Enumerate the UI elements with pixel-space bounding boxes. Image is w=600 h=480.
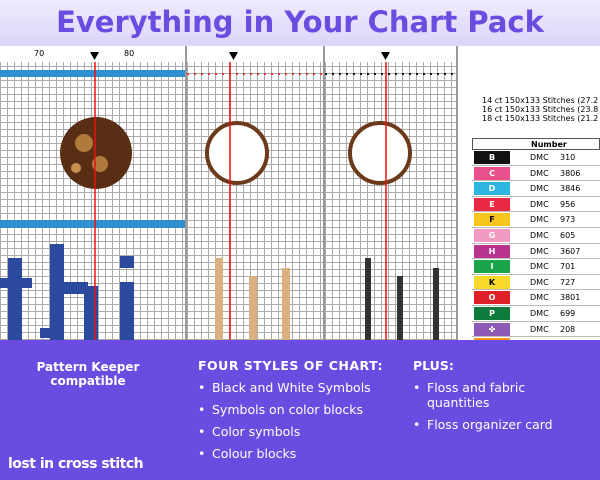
swatch: F [474, 213, 510, 227]
floss-row: B DMC 310 [472, 150, 600, 166]
stitch-counts: 14 ct 150x133 Stitches (27.2 x 16 ct 150x… [482, 96, 600, 123]
plus-heading: PLUS: [413, 358, 454, 373]
style-item: Color symbols [198, 424, 398, 439]
brand: DMC [530, 153, 549, 162]
brand: DMC [530, 230, 549, 240]
swatch: D [474, 182, 510, 196]
logo: lost in cross stitch [8, 456, 144, 472]
floss-row: H DMC 3607 [472, 244, 600, 260]
symbol: O [488, 293, 496, 303]
feature-panel: Pattern Keeper compatible FOUR STYLES OF… [0, 340, 600, 480]
symbol: H [488, 246, 496, 256]
header-band [0, 0, 600, 46]
symbol: E [489, 199, 495, 209]
style-item: Black and White Symbols [198, 380, 398, 395]
table-header: Number [472, 138, 600, 150]
floss-number: 699 [560, 308, 576, 318]
floss-number: 605 [560, 230, 576, 240]
brand: DMC [530, 215, 549, 225]
column-label: 70 [34, 49, 44, 58]
chart-panel-color-blocks: 70 80 [0, 46, 187, 340]
brand: DMC [530, 308, 549, 318]
chart-art [187, 46, 323, 340]
style-item: Symbols on color blocks [198, 402, 398, 417]
brand: DMC [530, 184, 549, 194]
floss-row: D DMC 3846 [472, 181, 600, 197]
styles-heading: FOUR STYLES OF CHART: [198, 358, 383, 373]
plus-list: Floss and fabric quantities Floss organiz… [413, 380, 573, 439]
floss-table: B DMC 310 C DMC 3806 D DMC 3846 E DMC 956 F DMC 973 G DM… [472, 150, 600, 340]
floss-number: 3607 [560, 246, 581, 256]
pattern-keeper: Pattern Keeper compatible [36, 360, 140, 388]
symbol: P [489, 308, 495, 318]
brand: DMC [530, 246, 549, 256]
floss-row: P DMC 699 [472, 306, 600, 322]
floss-row: I DMC 701 [472, 259, 600, 275]
swatch: C [474, 166, 510, 180]
chart-panel-color-symbols [187, 46, 325, 340]
brand: DMC [530, 168, 549, 178]
floss-row: E DMC 956 [472, 197, 600, 213]
stitch-count: 14 ct 150x133 Stitches (27.2 x [482, 96, 600, 105]
swatch: K [474, 275, 510, 289]
floss-legend: 14 ct 150x133 Stitches (27.2 x 16 ct 150x… [458, 46, 600, 340]
brand: DMC [530, 293, 549, 303]
symbol: C [489, 168, 495, 178]
brand: DMC [530, 199, 549, 209]
floss-row: F DMC 973 [472, 212, 600, 228]
floss-row: G DMC 605 [472, 228, 600, 244]
swatch: O [474, 291, 510, 305]
floss-number: 208 [560, 324, 576, 334]
chart-art [325, 46, 456, 340]
floss-row: K DMC 727 [472, 275, 600, 291]
chart-art: 70 80 [0, 46, 185, 340]
brand: DMC [530, 324, 549, 334]
stitch-count: 18 ct 150x133 Stitches (21.2 x [482, 114, 600, 123]
styles-list: Black and White Symbols Symbols on color … [198, 380, 398, 468]
floss-number: 956 [560, 199, 576, 209]
chart-panel-bw-symbols [325, 46, 458, 340]
brand: DMC [530, 277, 549, 287]
swatch: G [474, 228, 510, 242]
stitch-count: 16 ct 150x133 Stitches (23.8 x [482, 105, 600, 114]
swatch [474, 338, 510, 340]
swatch: ✤ [474, 322, 510, 336]
plus-item: Floss and fabric quantities [413, 380, 573, 410]
swatch: H [474, 244, 510, 258]
symbol: G [488, 230, 496, 240]
floss-number: 973 [560, 215, 576, 225]
floss-row: ✤ DMC 208 [472, 322, 600, 338]
swatch: E [474, 197, 510, 211]
floss-row: O DMC 3801 [472, 290, 600, 306]
symbol: ✤ [488, 324, 496, 334]
symbol: K [488, 277, 496, 287]
column-label: 80 [124, 49, 134, 58]
symbol: F [489, 215, 495, 225]
swatch: P [474, 306, 510, 320]
swatch: I [474, 260, 510, 274]
symbol: D [488, 184, 496, 194]
swatch: B [474, 151, 510, 164]
symbol: I [490, 262, 494, 272]
floss-number: 3806 [560, 168, 581, 178]
floss-row: C DMC 3806 [472, 166, 600, 182]
floss-row: DMC722 [472, 337, 600, 340]
floss-number: 310 [560, 153, 576, 162]
style-item: Colour blocks [198, 446, 398, 461]
plus-item: Floss organizer card [413, 417, 573, 432]
floss-number: 727 [560, 277, 576, 287]
floss-number: 701 [560, 262, 576, 272]
title: Everything in Your Chart Pack [56, 5, 544, 39]
floss-number: 3846 [560, 184, 581, 194]
floss-number: 3801 [560, 293, 581, 303]
symbol: B [488, 153, 496, 162]
brand: DMC [530, 262, 549, 272]
